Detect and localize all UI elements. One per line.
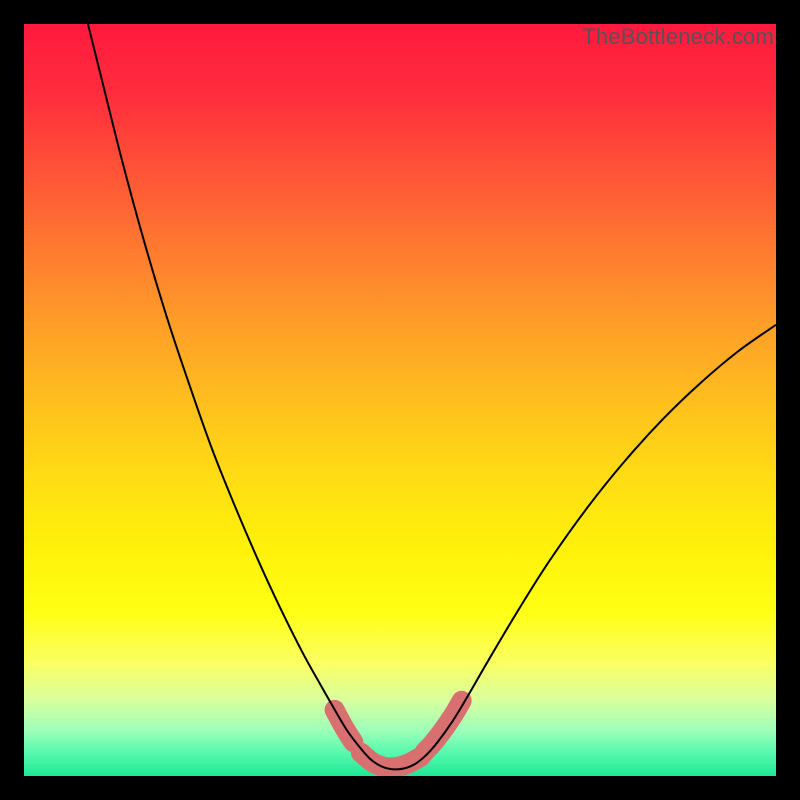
watermark-label: TheBottleneck.com [582,24,774,50]
bottleneck-curve [88,24,776,769]
curve-layer [24,24,776,776]
chart-frame: TheBottleneck.com [0,0,800,800]
plot-area: TheBottleneck.com [24,24,776,776]
